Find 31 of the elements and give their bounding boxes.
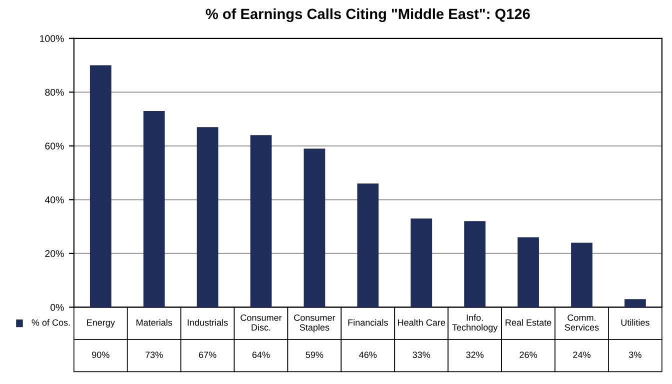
data-label: 67%	[198, 352, 216, 358]
x-tick-label: Comm. Services	[564, 314, 599, 331]
data-label: 73%	[146, 352, 163, 358]
x-tick-label: Health Care	[398, 319, 446, 326]
x-tick-label: Industrials	[188, 319, 228, 326]
x-tick-label: Financials	[348, 319, 388, 326]
y-tick-label: 80%	[45, 88, 64, 96]
data-label: 26%	[520, 352, 537, 358]
y-tick-label: 20%	[45, 250, 64, 258]
x-tick-label: Real Estate	[506, 319, 552, 326]
x-tick-label: Consumer Staples	[294, 314, 336, 332]
y-tick-label: 0%	[50, 304, 64, 311]
data-label: 59%	[306, 352, 324, 358]
x-tick-label: Materials	[136, 319, 172, 326]
y-tick-label: 40%	[44, 196, 64, 204]
data-label: 3%	[629, 352, 642, 358]
data-label: 46%	[359, 352, 377, 358]
data-label: 24%	[573, 352, 590, 358]
chart-title: % of Earnings Calls Citing "Middle East": Q126	[206, 8, 530, 22]
y-tick-label: 60%	[45, 142, 64, 150]
legend-label: % of Cos.	[32, 319, 70, 326]
data-label: 33%	[412, 352, 430, 358]
y-tick-label: 100%	[40, 35, 64, 42]
x-tick-label: Consumer Disc.	[240, 314, 282, 331]
data-label: 64%	[252, 352, 270, 358]
data-label: 90%	[92, 352, 110, 358]
data-label: 32%	[466, 352, 484, 358]
x-tick-label: Utilities	[621, 319, 650, 326]
bar	[624, 299, 646, 308]
x-tick-label: Info. Technology	[452, 314, 498, 332]
x-tick-label: Energy	[87, 319, 115, 328]
